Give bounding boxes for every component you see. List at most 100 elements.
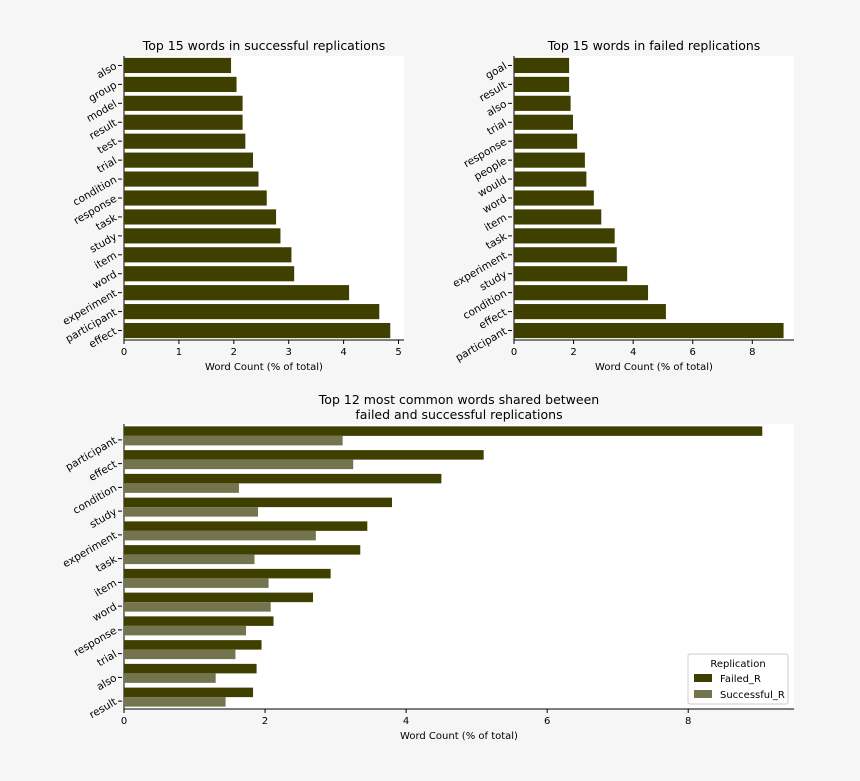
x-axis-label: Word Count (% of total) bbox=[205, 362, 323, 373]
y-tick-label: goal bbox=[484, 60, 509, 82]
bar bbox=[124, 247, 292, 263]
bar bbox=[514, 190, 594, 206]
bar bbox=[514, 304, 666, 320]
x-tick-label: 6 bbox=[544, 716, 550, 727]
bar bbox=[124, 228, 281, 244]
bar-successful bbox=[124, 554, 255, 565]
bar-failed bbox=[124, 426, 763, 436]
bar bbox=[514, 95, 571, 111]
bar-successful bbox=[124, 649, 236, 660]
bar bbox=[514, 247, 617, 263]
y-tick-label: also bbox=[95, 60, 119, 81]
bar-successful bbox=[124, 625, 247, 636]
y-tick-label: item bbox=[92, 577, 119, 599]
bar bbox=[514, 266, 628, 282]
bar bbox=[124, 114, 243, 130]
bar bbox=[514, 285, 649, 301]
legend-label: Successful_R bbox=[720, 690, 785, 701]
x-tick-label: 0 bbox=[121, 347, 127, 358]
y-tick-label: study bbox=[88, 231, 119, 256]
bar bbox=[514, 133, 578, 149]
y-tick-label: trial bbox=[95, 155, 119, 176]
x-tick-label: 4 bbox=[630, 347, 636, 358]
bar-failed bbox=[124, 497, 392, 508]
y-tick-label: test bbox=[96, 136, 119, 156]
legend-swatch bbox=[694, 674, 712, 682]
bar bbox=[124, 190, 267, 206]
bar-failed bbox=[124, 592, 314, 603]
legend: Replication Failed_R Successful_R bbox=[687, 653, 789, 705]
chart-title-line: Top 12 most common words shared between bbox=[318, 392, 599, 407]
x-tick-label: 6 bbox=[690, 347, 696, 358]
bar-successful bbox=[124, 483, 239, 493]
x-tick-label: 2 bbox=[570, 347, 576, 358]
y-tick-label: result bbox=[87, 696, 119, 721]
bar bbox=[514, 152, 585, 168]
bar-successful bbox=[124, 530, 316, 541]
bar-failed bbox=[124, 545, 361, 555]
y-tick-label: participant bbox=[454, 325, 509, 364]
legend-label: Failed_R bbox=[720, 674, 761, 685]
bar-successful bbox=[124, 459, 354, 470]
chart-panel-2: participanteffectconditionstudyexperimen… bbox=[61, 392, 794, 742]
bar-failed bbox=[124, 640, 262, 650]
y-tick-label: effect bbox=[87, 458, 119, 483]
bar bbox=[124, 152, 254, 168]
bar-successful bbox=[124, 602, 271, 612]
x-tick-label: 8 bbox=[749, 347, 755, 358]
y-tick-label: task bbox=[94, 553, 120, 575]
x-tick-label: 2 bbox=[231, 347, 237, 358]
x-tick-label: 4 bbox=[403, 716, 409, 727]
chart-panel-0: alsogroupmodelresulttesttrialconditionre… bbox=[61, 38, 404, 373]
y-tick-label: word bbox=[91, 269, 119, 292]
bar bbox=[124, 57, 232, 74]
x-tick-label: 2 bbox=[262, 716, 268, 727]
bar-failed bbox=[124, 616, 274, 626]
bar bbox=[124, 304, 380, 320]
bar bbox=[124, 76, 237, 92]
bar bbox=[514, 76, 570, 92]
bar-successful bbox=[124, 673, 216, 683]
bar bbox=[514, 209, 602, 225]
y-tick-label: word bbox=[91, 601, 119, 624]
bar-failed bbox=[124, 521, 368, 531]
x-tick-label: 0 bbox=[511, 347, 517, 358]
bar bbox=[514, 171, 587, 187]
bar bbox=[514, 57, 570, 74]
x-tick-label: 8 bbox=[685, 716, 691, 727]
bar bbox=[124, 266, 295, 282]
plot-area bbox=[124, 424, 794, 709]
y-tick-label: trial bbox=[485, 117, 509, 138]
bar bbox=[124, 133, 246, 149]
y-tick-label: trial bbox=[95, 648, 119, 669]
bar bbox=[514, 322, 784, 339]
bar bbox=[124, 322, 391, 339]
legend-swatch bbox=[694, 690, 712, 698]
legend-title: Replication bbox=[710, 659, 765, 670]
x-tick-label: 3 bbox=[286, 347, 292, 358]
x-axis-label: Word Count (% of total) bbox=[595, 362, 713, 373]
chart-panel-1: goalresultalsotrialresponsepeoplewouldwo… bbox=[451, 38, 794, 373]
bar-successful bbox=[124, 697, 226, 707]
x-tick-label: 4 bbox=[340, 347, 346, 358]
bar-failed bbox=[124, 473, 442, 484]
bar-failed bbox=[124, 687, 254, 698]
bar-failed bbox=[124, 450, 484, 460]
bar bbox=[514, 228, 615, 244]
bar-successful bbox=[124, 507, 258, 517]
legend-box bbox=[687, 653, 789, 705]
bar bbox=[514, 114, 573, 130]
bar bbox=[124, 209, 277, 225]
chart-title: Top 15 words in successful replications bbox=[142, 38, 386, 53]
x-tick-label: 0 bbox=[121, 716, 127, 727]
bar-successful bbox=[124, 578, 269, 588]
chart-title: Top 15 words in failed replications bbox=[547, 38, 761, 53]
x-tick-label: 5 bbox=[395, 347, 401, 358]
bar bbox=[124, 285, 350, 301]
x-tick-label: 1 bbox=[176, 347, 182, 358]
y-tick-label: also bbox=[95, 672, 119, 693]
bar bbox=[124, 95, 243, 111]
bar-failed bbox=[124, 568, 331, 579]
y-tick-label: study bbox=[88, 506, 119, 531]
